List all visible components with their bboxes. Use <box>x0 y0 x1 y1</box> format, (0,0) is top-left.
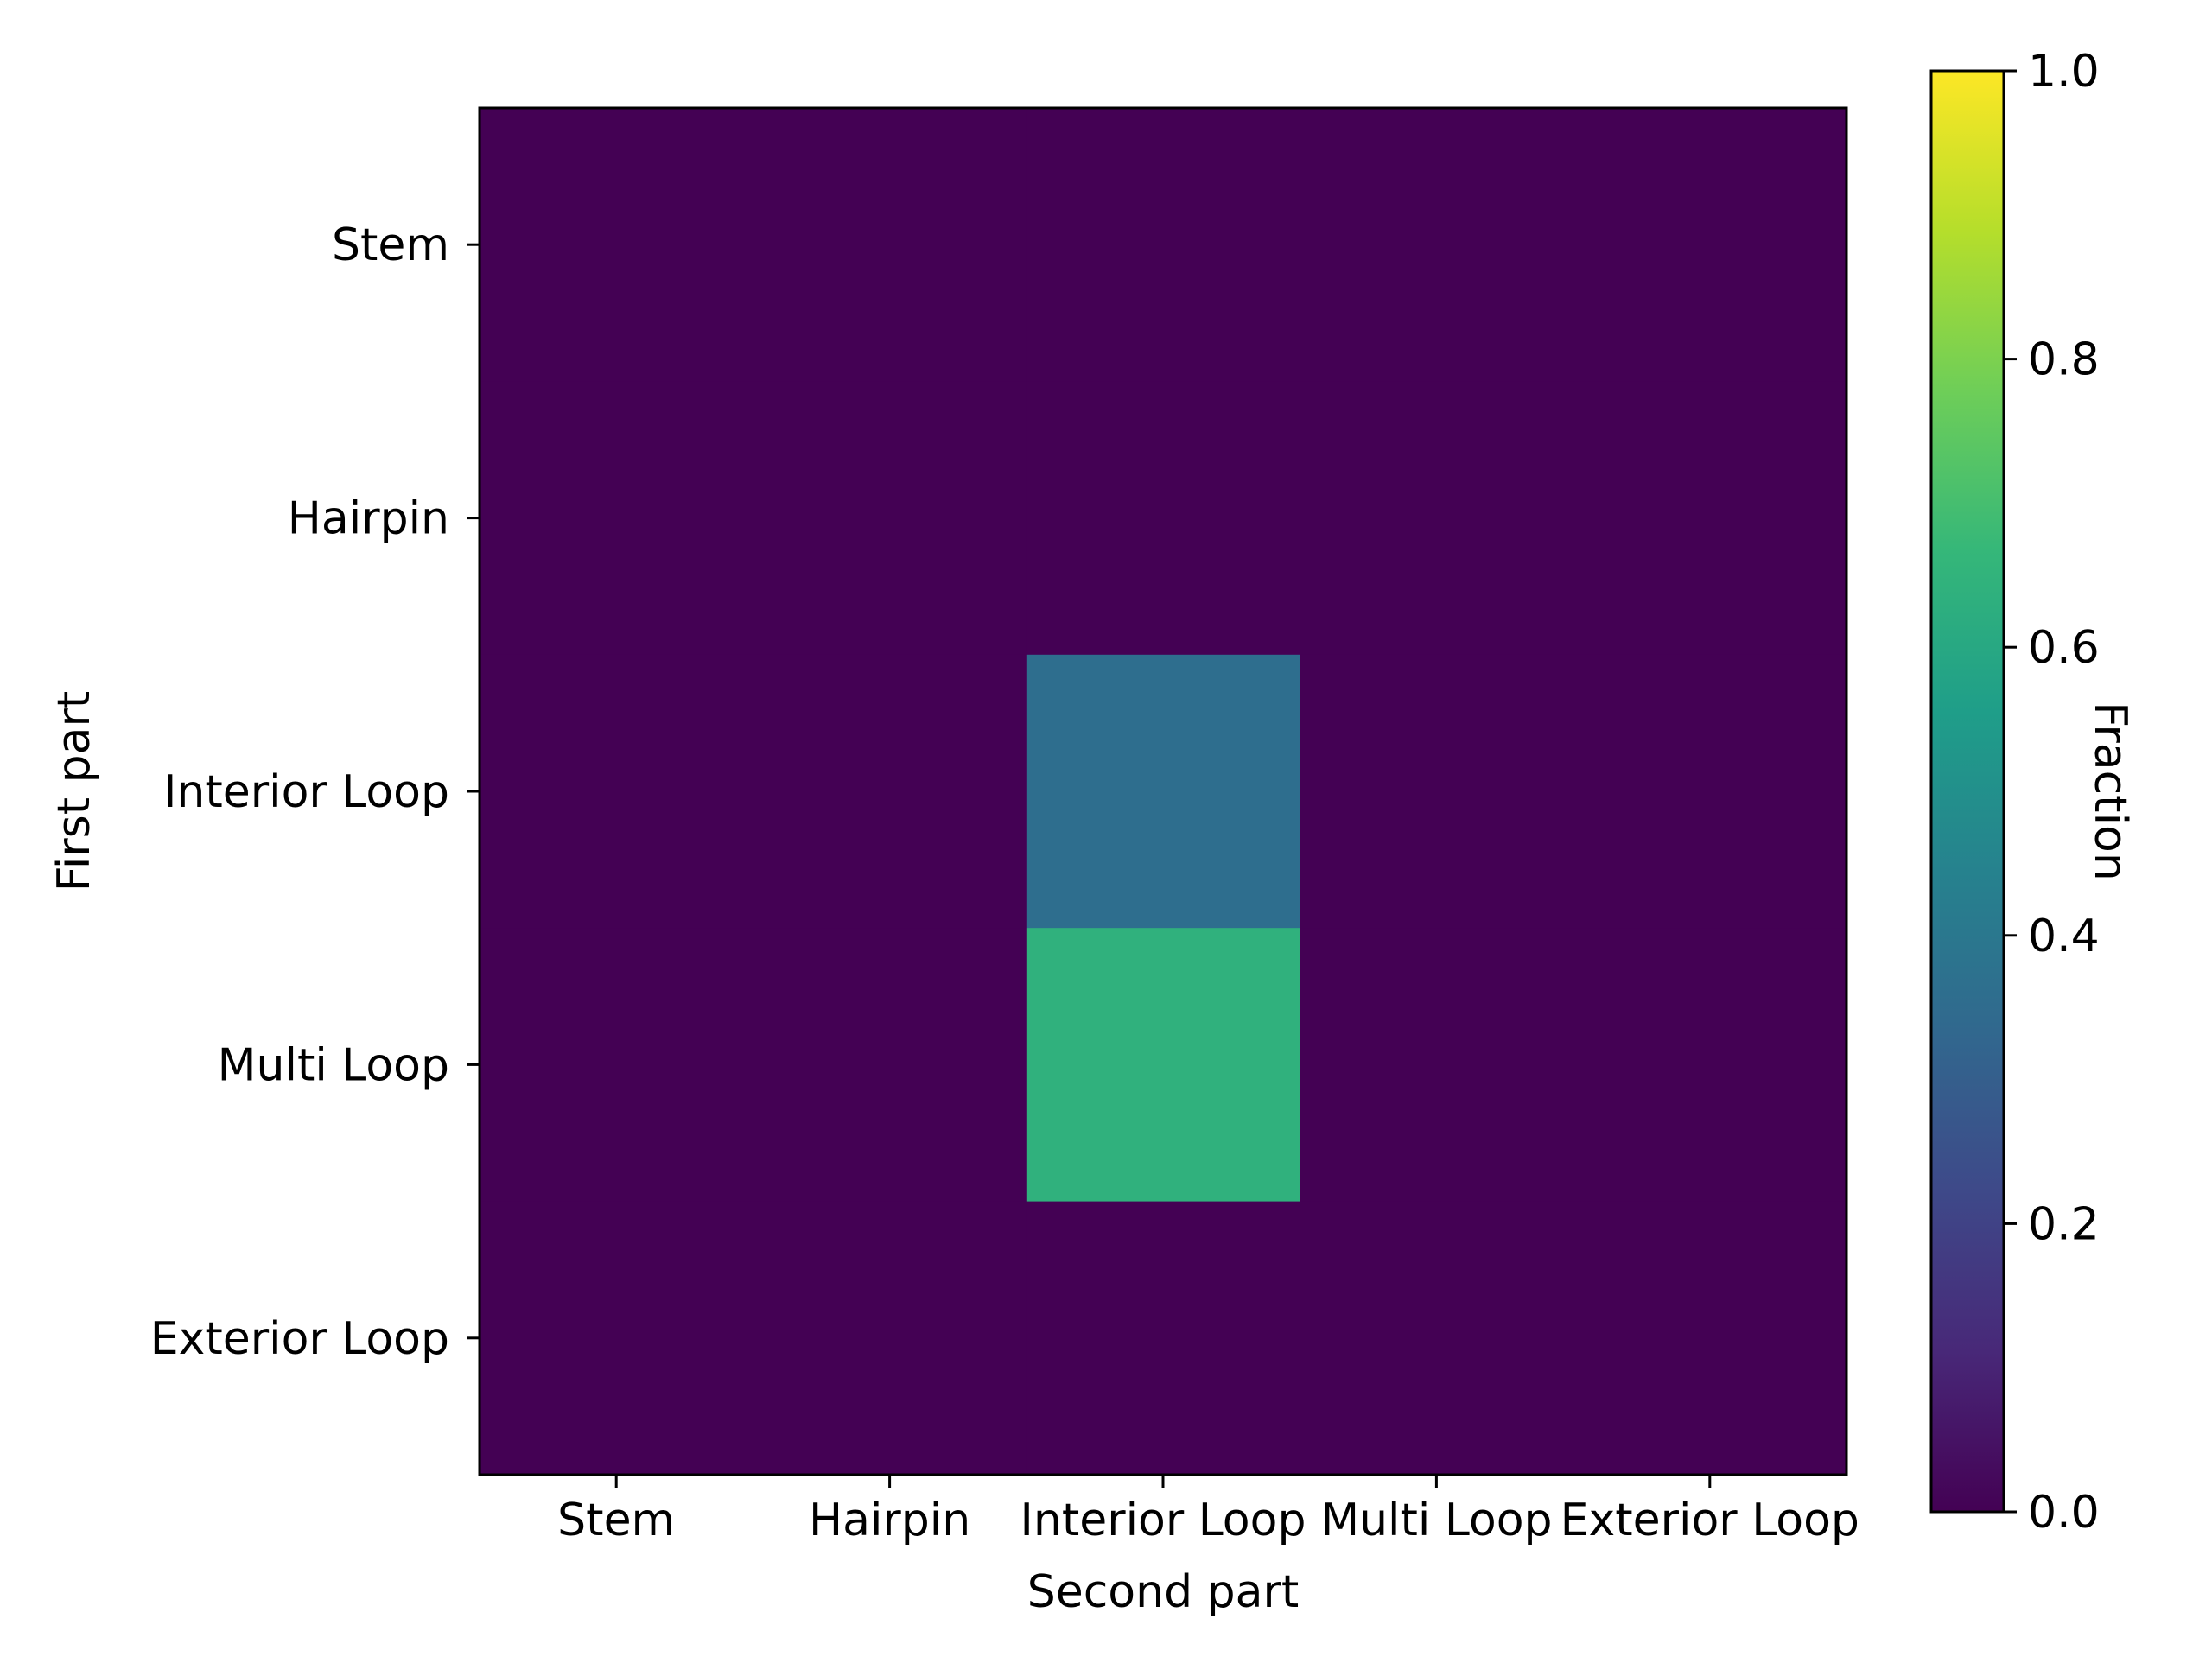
x-tick-label: Multi Loop <box>1320 1495 1552 1546</box>
colorbar-tick-label: 1.0 <box>2028 46 2100 98</box>
heatmap-cell <box>1573 654 1847 929</box>
heatmap-cell <box>1300 928 1574 1203</box>
heatmap-cell <box>753 1201 1027 1476</box>
heatmap-cell <box>1300 654 1574 929</box>
colorbar-tick-label: 0.4 <box>2028 911 2100 962</box>
colorbar-tick-label: 0.6 <box>2028 622 2100 674</box>
heatmap-cell <box>1573 381 1847 656</box>
y-axis-label: First part <box>48 691 100 892</box>
heatmap-cell <box>753 928 1027 1203</box>
heatmap-cell <box>1026 108 1300 382</box>
heatmap-cell <box>1026 1201 1300 1476</box>
heatmap-cells <box>480 108 1847 1476</box>
heatmap-cell <box>1026 928 1300 1203</box>
x-tick-label: Stem <box>557 1495 675 1546</box>
heatmap-cell <box>1026 654 1300 929</box>
heatmap-cell <box>1300 1201 1574 1476</box>
heatmap-cell <box>753 108 1027 382</box>
y-axis-ticks: Stem Hairpin Interior Loop Multi Loop Exteri… <box>150 219 480 1365</box>
heatmap-cell <box>1300 108 1574 382</box>
heatmap-cell <box>480 1201 753 1476</box>
colorbar-label: Fraction <box>2084 701 2136 881</box>
heatmap-cell <box>480 928 753 1203</box>
heatmap-cell <box>753 654 1027 929</box>
heatmap-cell <box>1573 928 1847 1203</box>
heatmap-cell <box>1300 381 1574 656</box>
heatmap-cell <box>1573 108 1847 382</box>
y-tick-label: Exterior Loop <box>150 1313 449 1365</box>
heatmap-cell <box>480 108 753 382</box>
x-tick-label: Hairpin <box>809 1495 970 1546</box>
x-axis-label: Second part <box>1027 1566 1300 1618</box>
colorbar-tick-label: 0.0 <box>2028 1487 2100 1539</box>
x-tick-label: Exterior Loop <box>1560 1495 1859 1546</box>
y-tick-label: Stem <box>332 219 449 271</box>
colorbar <box>1929 69 2005 1514</box>
heatmap-cell <box>480 381 753 656</box>
heatmap-cell <box>480 654 753 929</box>
y-tick-label: Hairpin <box>288 493 449 545</box>
heatmap-cell <box>753 381 1027 656</box>
colorbar-tick-label: 0.8 <box>2028 334 2100 386</box>
y-tick-label: Multi Loop <box>218 1039 449 1091</box>
heatmap-cell <box>1573 1201 1847 1476</box>
y-tick-label: Interior Loop <box>163 766 449 818</box>
colorbar-tick-label: 0.2 <box>2028 1198 2100 1250</box>
x-axis-ticks: Stem Hairpin Interior Loop Multi Loop Exteri… <box>557 1475 1859 1546</box>
heatmap-cell <box>1026 381 1300 656</box>
colorbar-ticks: 0.0 0.2 0.4 0.6 0.8 1.0 <box>2004 46 2100 1539</box>
x-tick-label: Interior Loop <box>1020 1495 1306 1546</box>
